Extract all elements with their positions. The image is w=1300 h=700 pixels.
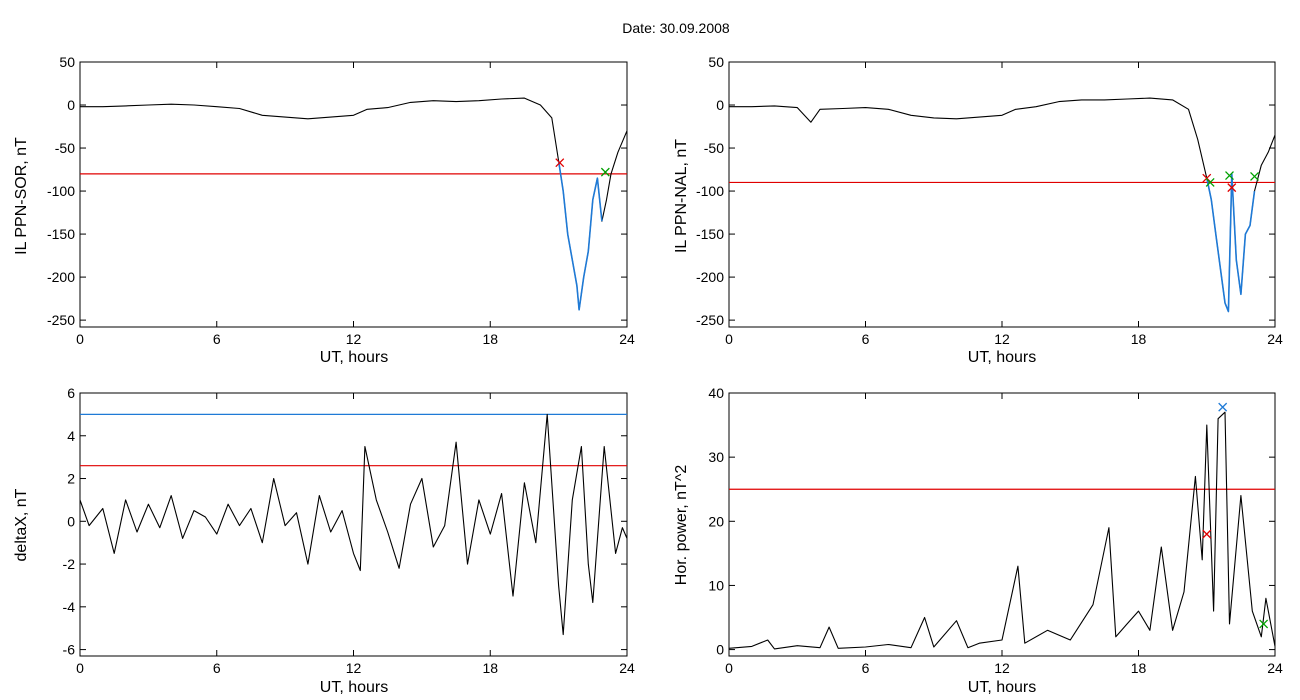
- data-trace: [729, 97, 1276, 313]
- y-tick-label: -6: [63, 642, 76, 658]
- y-tick-label: 50: [59, 54, 75, 70]
- x-tick-label: 0: [725, 331, 733, 347]
- y-tick-label: 10: [708, 577, 724, 593]
- x-tick-label: 0: [76, 331, 84, 347]
- y-tick-label: 30: [708, 449, 724, 465]
- x-tick-label: 12: [994, 660, 1010, 676]
- data-trace: [728, 411, 1276, 650]
- panel-top-right: UT, hours IL PPN-NAL, nT 0 6 12 18 24 50 0 -50 -…: [673, 54, 1283, 366]
- y-tick-label: 0: [67, 97, 75, 113]
- cross-marker: [1225, 171, 1234, 181]
- data-trace: [80, 97, 628, 311]
- x-tick-label: 12: [346, 660, 362, 676]
- cross-marker: [555, 158, 565, 168]
- x-axis-title: UT, hours: [320, 679, 388, 696]
- y-tick-label: -250: [696, 312, 724, 328]
- cross-marker: [1259, 619, 1269, 629]
- cross-marker: [1218, 402, 1228, 412]
- x-tick-label: 12: [994, 331, 1010, 347]
- y-tick-label: 0: [716, 97, 724, 113]
- y-tick-label: -2: [63, 556, 76, 572]
- highlighted-trace: [1206, 173, 1256, 313]
- x-tick-label: 18: [1131, 660, 1147, 676]
- plot-frame: [79, 61, 628, 328]
- x-tick-label: 24: [619, 660, 635, 676]
- x-tick-label: 6: [862, 660, 870, 676]
- x-tick-label: 24: [1267, 331, 1283, 347]
- plot-frame: [728, 392, 1276, 657]
- y-tick-label: -200: [696, 269, 724, 285]
- y-tick-label: 2: [67, 471, 75, 487]
- y-tick-label: -150: [47, 226, 75, 242]
- x-tick-label: 0: [725, 660, 733, 676]
- y-axis-title: IL PPN-SOR, nT: [13, 137, 30, 255]
- y-tick-label: -150: [696, 226, 724, 242]
- x-tick-label: 0: [76, 660, 84, 676]
- x-tick-label: 18: [1131, 331, 1147, 347]
- panel-bottom-right: UT, hours Hor. power, nT^2 0 6 12 18 24 40 30 2…: [673, 385, 1283, 696]
- y-tick-label: -250: [47, 312, 75, 328]
- cross-marker: [1227, 183, 1237, 193]
- y-axis-title: deltaX, nT: [13, 488, 30, 561]
- plot-frame: [79, 392, 628, 657]
- x-tick-label: 6: [862, 331, 870, 347]
- plot-frame: [728, 61, 1276, 328]
- y-tick-label: -100: [696, 183, 724, 199]
- y-tick-label: 50: [708, 54, 724, 70]
- y-tick-label: -50: [55, 140, 75, 156]
- y-tick-label: 4: [67, 428, 75, 444]
- x-tick-label: 24: [619, 331, 635, 347]
- y-tick-label: 6: [67, 385, 75, 401]
- x-axis-title: UT, hours: [320, 349, 388, 366]
- cross-marker: [1250, 171, 1259, 181]
- y-tick-label: 20: [708, 513, 724, 529]
- x-axis-title: UT, hours: [968, 679, 1036, 696]
- y-axis-title: Hor. power, nT^2: [673, 465, 690, 586]
- x-tick-label: 12: [346, 331, 362, 347]
- x-tick-label: 18: [482, 331, 498, 347]
- y-tick-label: -200: [47, 269, 75, 285]
- y-tick-label: 40: [708, 385, 724, 401]
- x-tick-label: 6: [213, 660, 221, 676]
- x-tick-label: 18: [482, 660, 498, 676]
- y-tick-label: -50: [704, 140, 724, 156]
- y-axis-title: IL PPN-NAL, nT: [673, 139, 690, 253]
- panel-top-left: UT, hours IL PPN-SOR, nT 0 6 12 18 24 50 0 -50 -…: [13, 54, 635, 366]
- cross-marker: [1205, 177, 1215, 187]
- x-axis-title: UT, hours: [968, 349, 1036, 366]
- highlighted-trace: [557, 160, 603, 311]
- y-tick-label: -100: [47, 183, 75, 199]
- cross-marker: [600, 167, 610, 177]
- y-tick-label: 0: [716, 642, 724, 658]
- cross-marker: [1202, 529, 1212, 539]
- x-tick-label: 24: [1267, 660, 1283, 676]
- y-tick-label: 0: [67, 513, 75, 529]
- panel-bottom-left: UT, hours deltaX, nT 0 6 12 18 24 6 4 2 0 -2 -4 -6: [13, 385, 635, 696]
- figure-title: Date: 30.09.2008: [622, 20, 730, 36]
- data-trace: [79, 413, 628, 636]
- y-tick-label: -4: [63, 599, 76, 615]
- x-tick-label: 6: [213, 331, 221, 347]
